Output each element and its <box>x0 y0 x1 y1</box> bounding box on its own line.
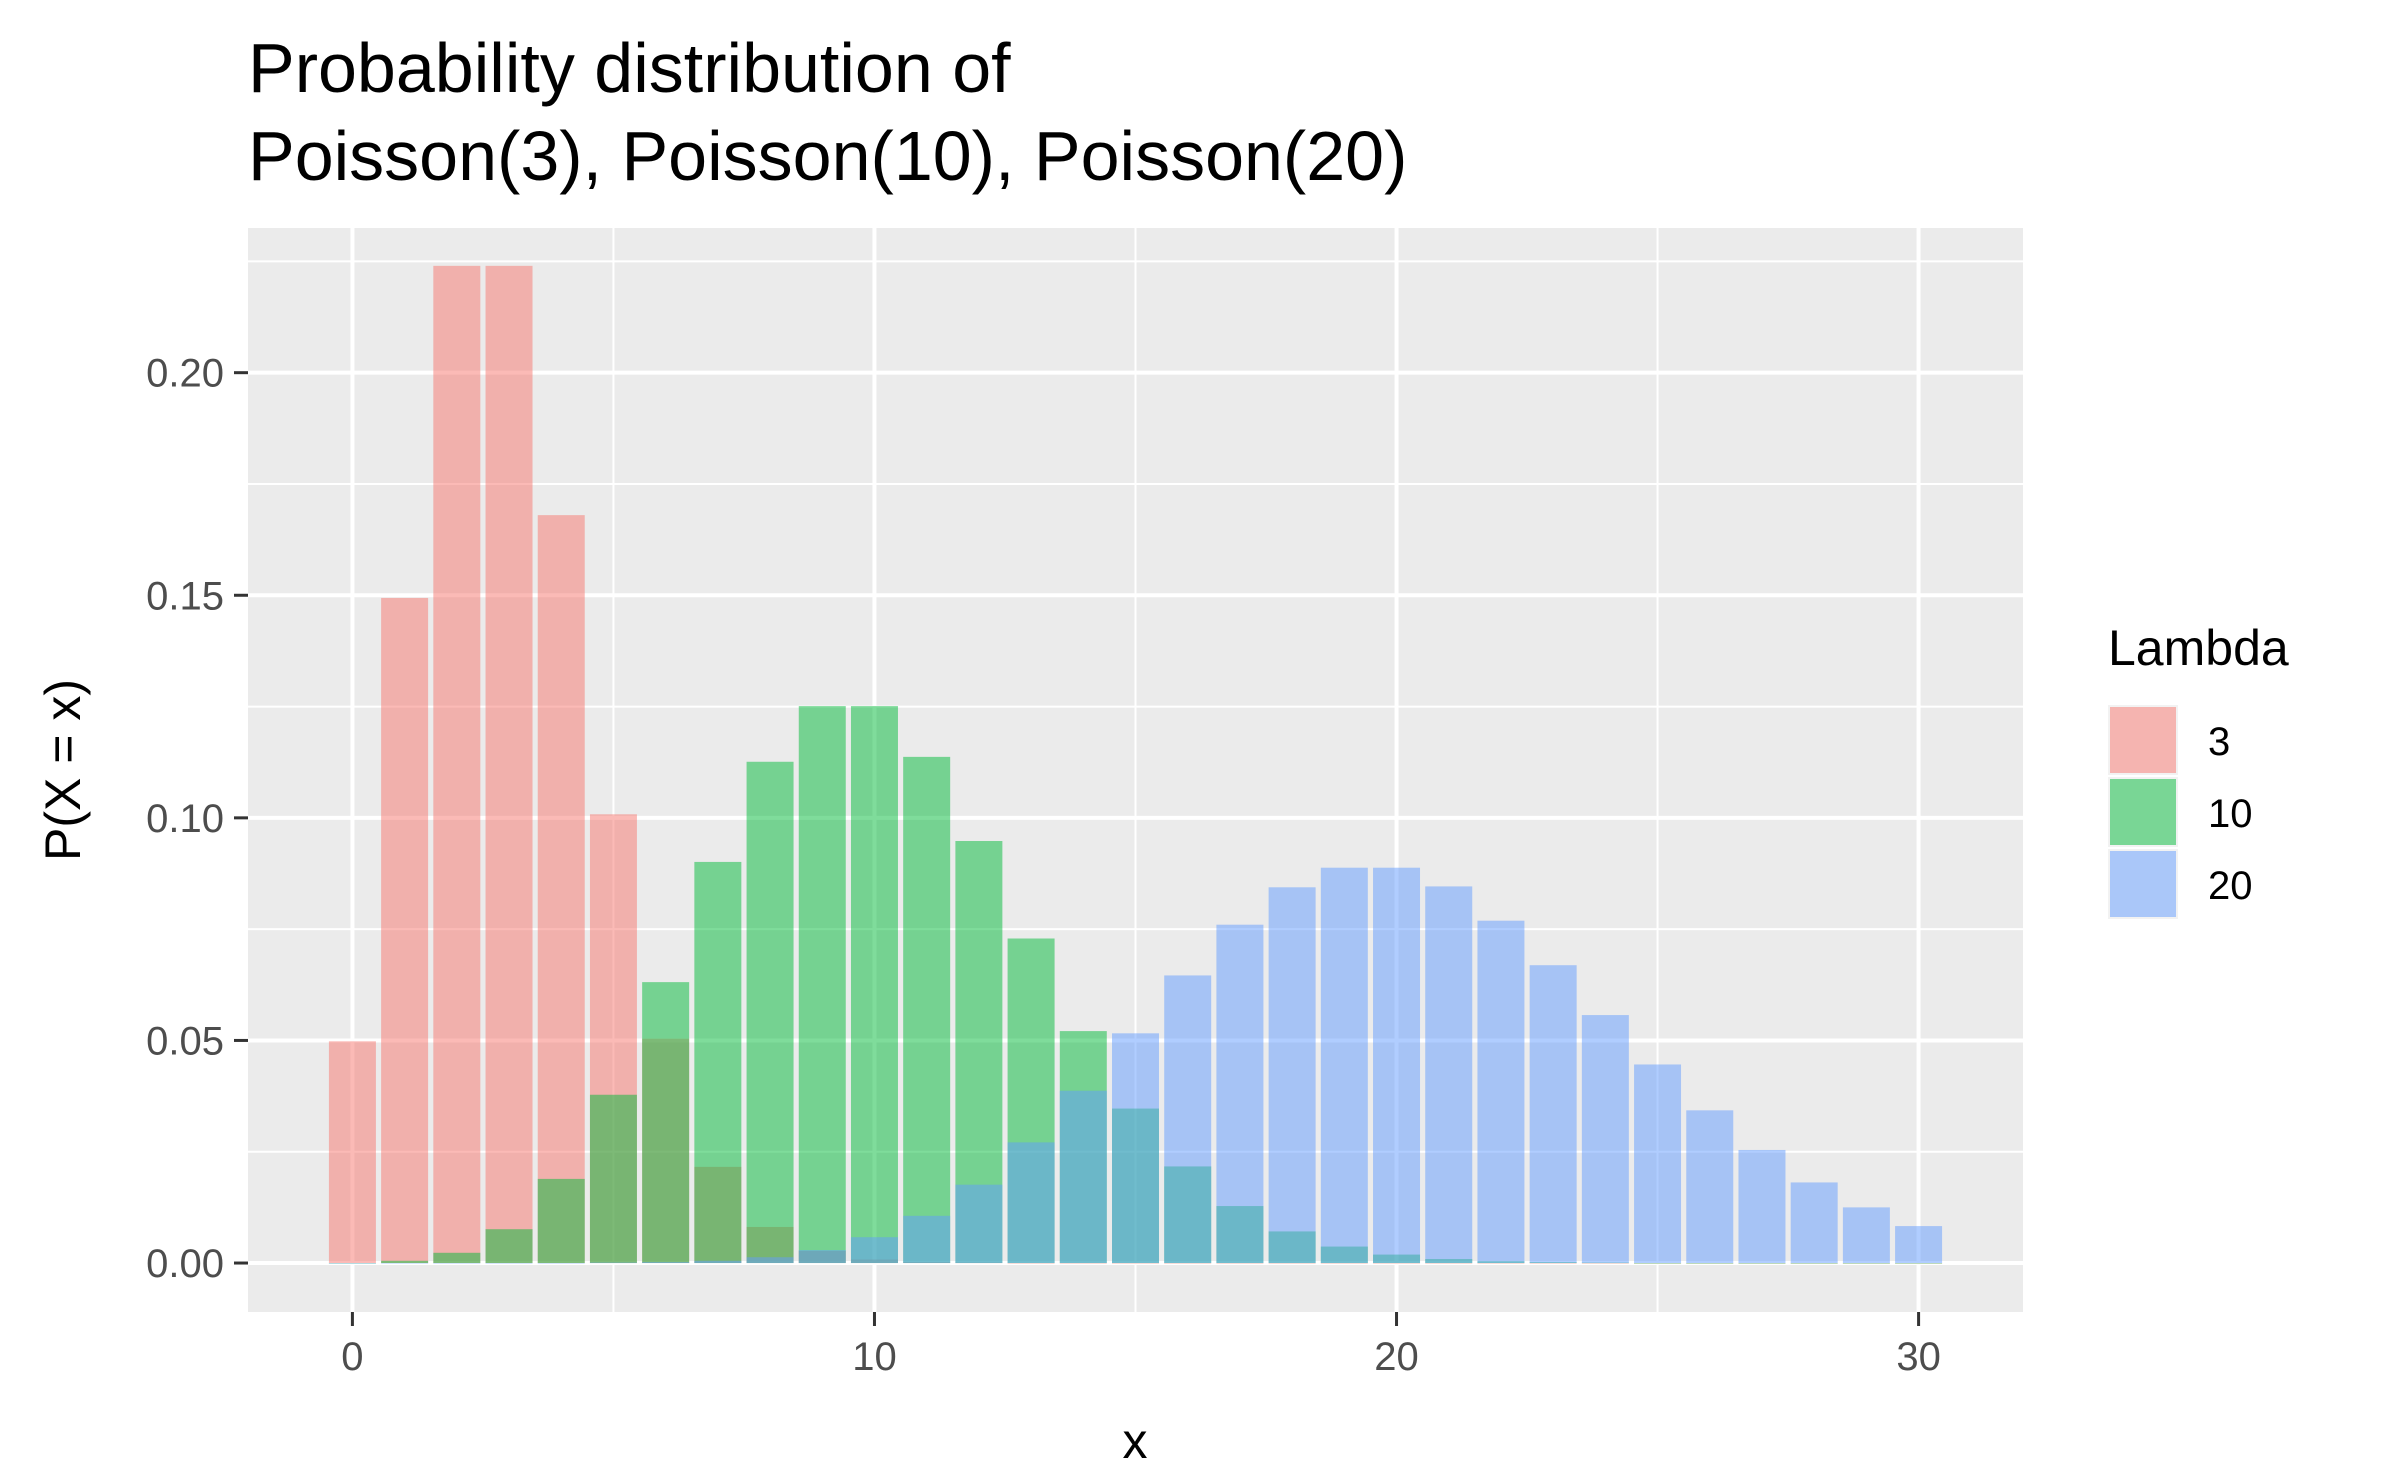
bar <box>798 1250 846 1264</box>
bar <box>1634 1064 1682 1264</box>
bar <box>1581 1015 1629 1264</box>
bar <box>1007 1142 1055 1264</box>
bar <box>485 1229 533 1264</box>
y-axis-title: P(X = x) <box>35 679 91 861</box>
bar <box>1112 1033 1159 1264</box>
bar <box>642 982 690 1264</box>
bar <box>1320 867 1368 1264</box>
bar <box>903 756 951 1264</box>
legend-key <box>2110 851 2176 917</box>
bar <box>850 1237 898 1264</box>
legend-label: 10 <box>2208 792 2253 836</box>
bar <box>433 1252 481 1264</box>
bar <box>381 1260 429 1264</box>
legend-label: 3 <box>2208 720 2230 764</box>
bar <box>1373 867 1421 1264</box>
bar <box>1477 920 1525 1264</box>
bar <box>1007 1263 1055 1264</box>
bar <box>589 1094 637 1264</box>
bar <box>537 1178 585 1264</box>
x-tick-label: 30 <box>1896 1335 1941 1379</box>
bar <box>1268 1263 1316 1264</box>
legend-item-20: 20 <box>2108 849 2253 919</box>
bar <box>1686 1263 1734 1264</box>
legend-label: 20 <box>2208 864 2253 908</box>
bar <box>1686 1110 1734 1264</box>
bar <box>1164 975 1212 1264</box>
x-tick-label: 10 <box>852 1335 897 1379</box>
legend-title: Lambda <box>2108 620 2289 676</box>
y-tick-label: 0.00 <box>146 1242 224 1286</box>
y-tick-label: 0.05 <box>146 1019 224 1063</box>
bar <box>1216 924 1264 1264</box>
legend-key <box>2110 779 2176 845</box>
bar <box>1895 1263 1943 1264</box>
bar <box>1581 1263 1629 1264</box>
bar <box>1842 1263 1890 1264</box>
bar <box>1268 887 1316 1264</box>
bar <box>1842 1207 1890 1264</box>
bar <box>1059 1263 1107 1264</box>
bar <box>903 1215 951 1264</box>
bar <box>694 1260 742 1264</box>
bar <box>1112 1263 1159 1264</box>
bar <box>1790 1263 1838 1264</box>
bar <box>381 1263 429 1264</box>
bar <box>537 1263 585 1264</box>
bar <box>1529 1263 1577 1264</box>
bar <box>694 861 742 1264</box>
legend: Lambda 3 10 20 <box>2108 620 2289 919</box>
bar <box>1425 1263 1473 1264</box>
bar <box>485 265 533 1264</box>
bar <box>746 761 794 1264</box>
chart-title: Probability distribution of Poisson(3), P… <box>248 29 1407 195</box>
bar <box>1477 1263 1525 1264</box>
bar <box>1059 1090 1107 1264</box>
x-tick-label: 20 <box>1374 1335 1419 1379</box>
bar <box>589 1262 637 1264</box>
bar <box>381 597 429 1264</box>
bar <box>537 515 585 1264</box>
bar <box>433 1263 481 1264</box>
bar <box>1320 1263 1368 1264</box>
bar <box>328 1041 376 1264</box>
legend-item-3: 3 <box>2108 705 2230 775</box>
y-axis: 0.00 0.05 0.10 0.15 0.20 <box>146 352 248 1286</box>
bar <box>955 1184 1003 1264</box>
y-tick-label: 0.10 <box>146 797 224 841</box>
y-tick-label: 0.15 <box>146 574 224 618</box>
bar <box>1373 1263 1421 1264</box>
bar <box>1738 1149 1786 1264</box>
bar <box>1216 1263 1264 1264</box>
bar <box>1634 1263 1682 1264</box>
bar <box>328 1263 376 1264</box>
x-tick-label: 0 <box>341 1335 363 1379</box>
bar <box>1425 886 1473 1264</box>
bar <box>850 706 898 1264</box>
bar <box>433 265 481 1264</box>
x-axis: 0 10 20 30 <box>341 1312 1941 1379</box>
bar <box>1895 1226 1943 1264</box>
bar <box>485 1263 533 1264</box>
chart-title-line-1: Probability distribution of <box>248 29 1011 107</box>
legend-key <box>2110 707 2176 773</box>
y-tick-label: 0.20 <box>146 352 224 396</box>
bar <box>642 1262 690 1264</box>
bar <box>1738 1263 1786 1264</box>
bar <box>798 706 846 1264</box>
bar <box>1164 1263 1212 1264</box>
series-20 <box>328 867 1943 1264</box>
bar <box>1529 965 1577 1264</box>
chart-title-line-2: Poisson(3), Poisson(10), Poisson(20) <box>248 117 1407 195</box>
bars <box>328 265 1943 1264</box>
x-axis-title: x <box>1123 1413 1148 1469</box>
legend-item-10: 10 <box>2108 777 2253 847</box>
bar <box>1790 1182 1838 1264</box>
bar <box>746 1257 794 1264</box>
